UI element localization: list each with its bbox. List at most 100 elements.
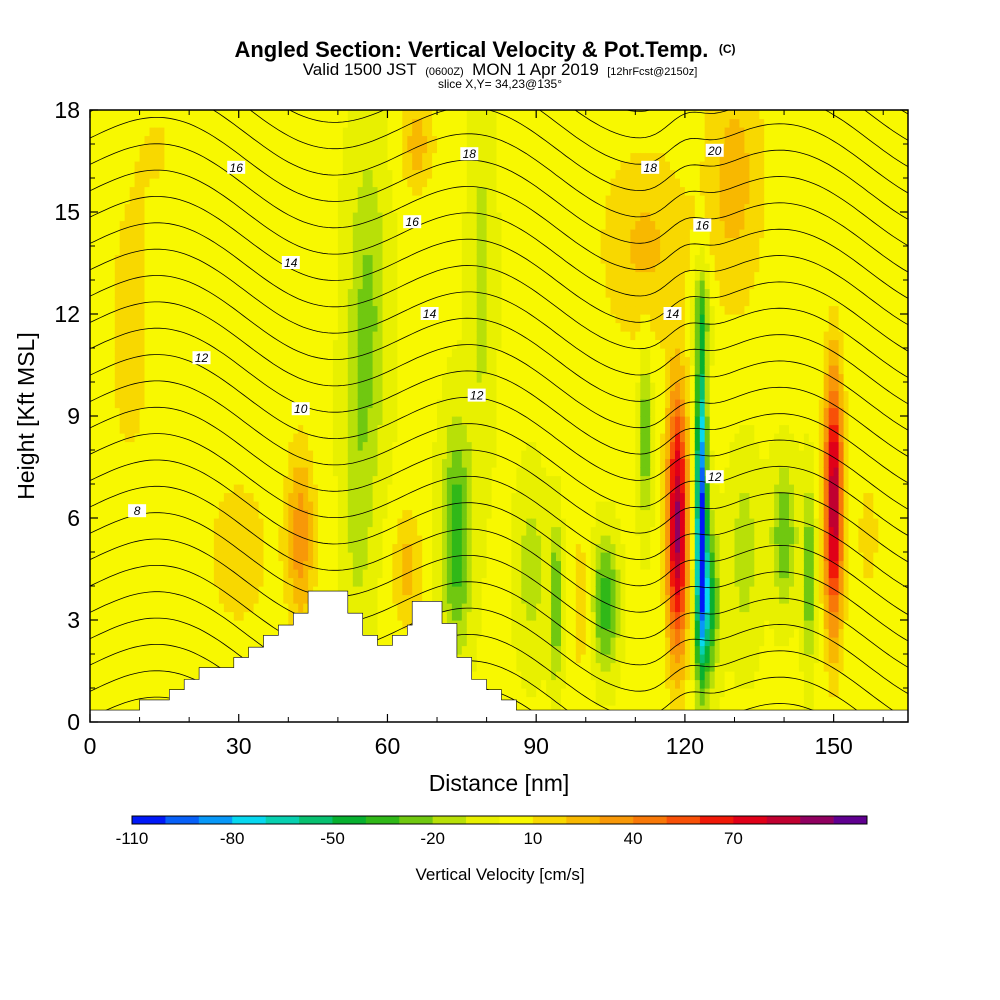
velocity-cell: [99, 509, 106, 519]
velocity-cell: [228, 365, 235, 375]
velocity-cell: [179, 110, 185, 120]
velocity-cell: [352, 348, 359, 358]
velocity-cell: [139, 450, 146, 460]
velocity-cell: [169, 424, 175, 434]
velocity-cell: [154, 127, 160, 137]
velocity-cell: [303, 390, 309, 400]
velocity-cell: [422, 161, 428, 171]
velocity-cell: [397, 441, 403, 451]
velocity-cell: [387, 314, 394, 324]
velocity-cell: [323, 297, 329, 307]
velocity-cell: [114, 195, 121, 205]
velocity-cell: [263, 458, 270, 468]
velocity-cell: [154, 577, 160, 587]
velocity-cell: [204, 484, 210, 494]
velocity-cell: [328, 560, 334, 570]
velocity-cell: [189, 637, 195, 647]
velocity-cell: [233, 237, 240, 247]
velocity-cell: [159, 280, 165, 290]
velocity-cell: [342, 535, 349, 545]
velocity-cell: [95, 110, 101, 120]
velocity-cell: [204, 186, 210, 196]
velocity-cell: [258, 305, 265, 315]
velocity-cell: [129, 365, 136, 375]
velocity-cell: [372, 509, 379, 519]
velocity-cell: [372, 212, 379, 222]
velocity-cell: [213, 118, 220, 128]
velocity-cell: [124, 365, 131, 375]
velocity-cell: [382, 467, 389, 477]
velocity-cell: [144, 407, 151, 417]
velocity-cell: [342, 314, 349, 324]
velocity-cell: [169, 679, 175, 689]
velocity-cell: [352, 203, 359, 213]
velocity-cell: [308, 331, 314, 341]
velocity-cell: [99, 220, 106, 230]
velocity-cell: [233, 399, 240, 409]
velocity-cell: [124, 628, 131, 638]
velocity-cell: [243, 594, 250, 604]
velocity-cell: [144, 501, 151, 511]
velocity-cell: [273, 535, 279, 545]
velocity-cell: [124, 526, 131, 536]
velocity-cell: [228, 535, 235, 545]
velocity-cell: [303, 492, 309, 502]
velocity-cell: [164, 509, 170, 519]
velocity-cell: [337, 433, 344, 443]
velocity-cell: [95, 671, 101, 681]
velocity-cell: [318, 263, 324, 273]
velocity-cell: [134, 212, 141, 222]
velocity-cell: [288, 611, 294, 621]
velocity-cell: [427, 203, 433, 213]
velocity-cell: [238, 110, 245, 120]
velocity-cell: [218, 127, 225, 137]
velocity-cell: [204, 611, 210, 621]
velocity-cell: [283, 424, 289, 434]
velocity-cell: [268, 382, 275, 392]
velocity-cell: [313, 297, 319, 307]
velocity-cell: [179, 246, 185, 256]
velocity-cell: [90, 254, 96, 264]
velocity-cell: [332, 382, 339, 392]
velocity-cell: [109, 611, 116, 621]
velocity-cell: [99, 271, 106, 281]
velocity-cell: [407, 348, 413, 358]
velocity-cell: [328, 535, 334, 545]
velocity-cell: [139, 203, 146, 213]
velocity-cell: [90, 339, 96, 349]
velocity-cell: [228, 246, 235, 256]
velocity-cell: [268, 390, 275, 400]
velocity-cell: [392, 450, 398, 460]
velocity-cell: [228, 458, 235, 468]
velocity-cell: [253, 271, 260, 281]
velocity-cell: [318, 297, 324, 307]
velocity-cell: [228, 305, 235, 315]
velocity-cell: [228, 348, 235, 358]
velocity-cell: [323, 475, 329, 485]
velocity-cell: [174, 297, 180, 307]
velocity-cell: [337, 263, 344, 273]
velocity-cell: [184, 152, 190, 162]
velocity-cell: [99, 305, 106, 315]
velocity-cell: [139, 348, 146, 358]
velocity-cell: [218, 280, 225, 290]
velocity-cell: [134, 339, 141, 349]
velocity-cell: [412, 254, 418, 264]
velocity-cell: [328, 399, 334, 409]
velocity-cell: [243, 467, 250, 477]
velocity-cell: [134, 280, 141, 290]
velocity-cell: [104, 390, 111, 400]
velocity-cell: [318, 458, 324, 468]
velocity-cell: [114, 560, 121, 570]
velocity-cell: [228, 628, 235, 638]
velocity-cell: [407, 586, 413, 596]
velocity-cell: [104, 535, 111, 545]
velocity-cell: [397, 390, 403, 400]
velocity-cell: [223, 254, 230, 264]
velocity-cell: [313, 110, 319, 120]
velocity-cell: [134, 705, 141, 715]
velocity-cell: [268, 501, 275, 511]
velocity-cell: [273, 399, 279, 409]
velocity-cell: [95, 543, 101, 553]
velocity-cell: [323, 127, 329, 137]
